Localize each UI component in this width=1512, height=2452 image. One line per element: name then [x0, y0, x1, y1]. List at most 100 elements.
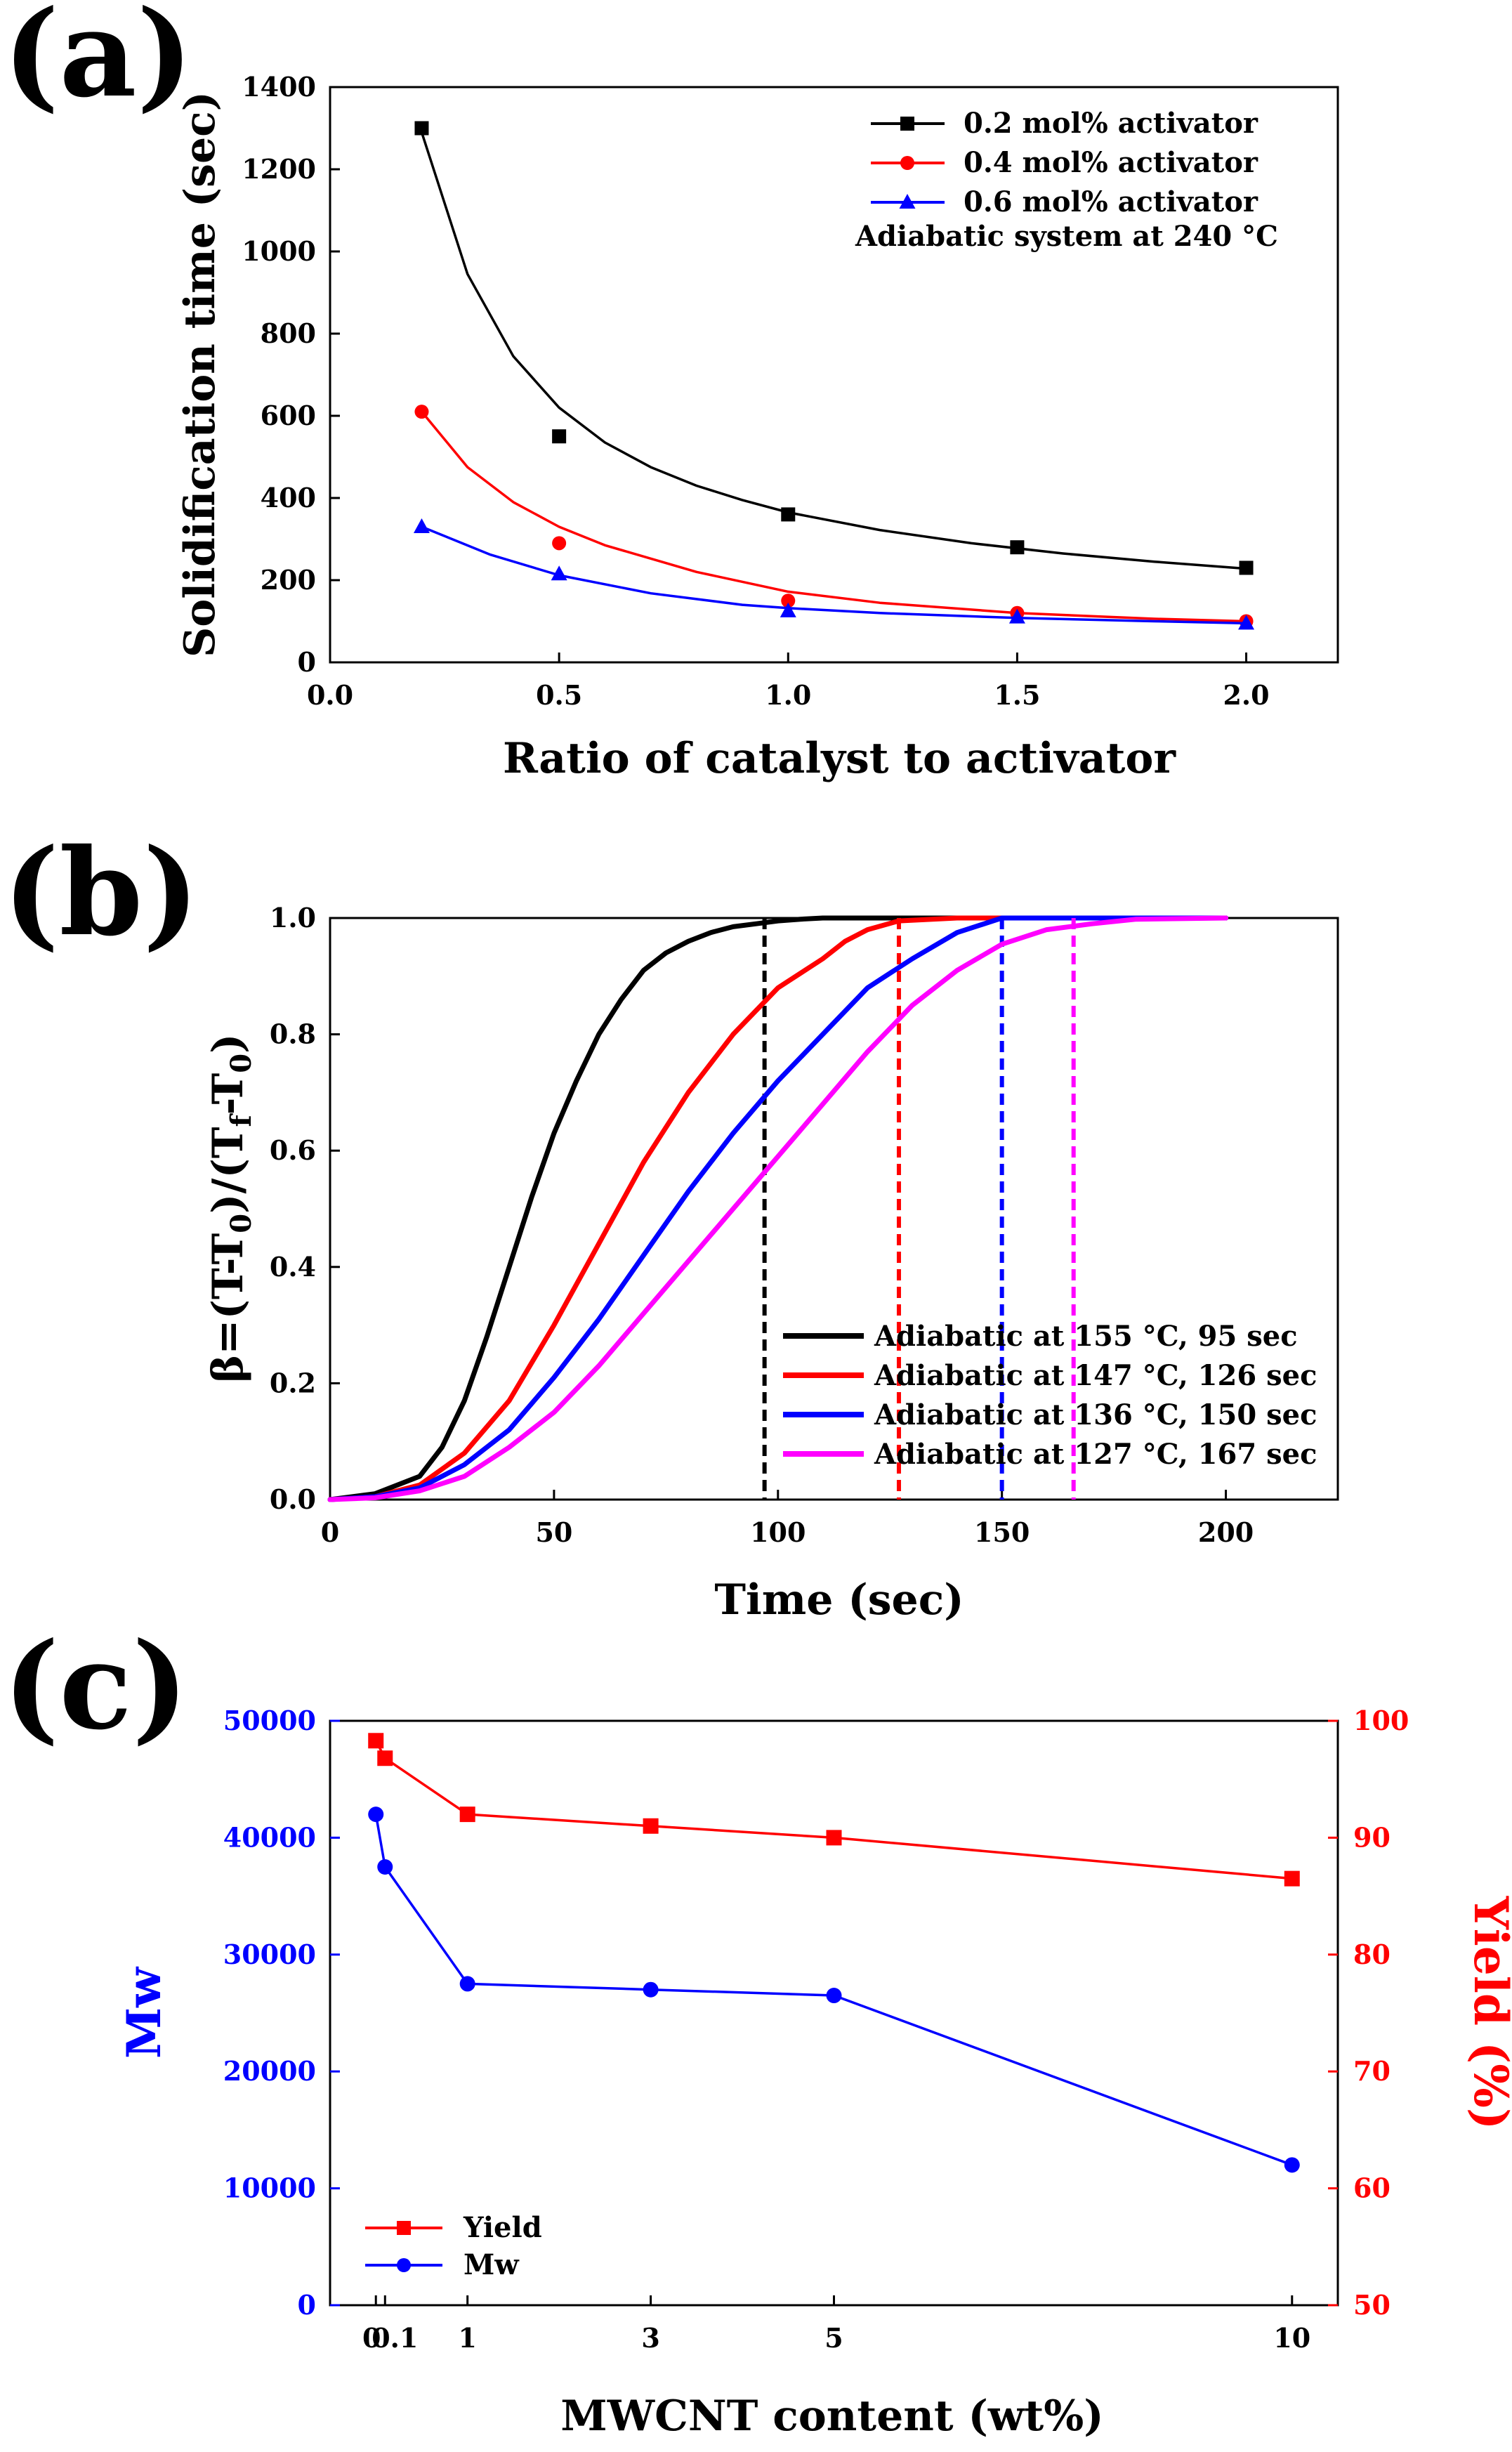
chart-a-ytick-label: 0	[298, 646, 316, 678]
chart-c-y2tick-label: 100	[1353, 1705, 1409, 1736]
chart-c-xtick-label: 5	[824, 2322, 843, 2354]
chart-c-series-mw-point	[459, 1976, 475, 1992]
chart-c-ytick-label: 30000	[223, 1939, 316, 1970]
chart-a-xtick-label: 1.0	[765, 679, 811, 711]
chart-a: 0.0 0.5 1.0 1.5 2.0 0 200 400 600 800 1000 1200 1400…	[176, 71, 1339, 783]
chart-c-legend: Yield Mw	[365, 2211, 542, 2281]
chart-c-series-yield-point	[826, 1830, 842, 1846]
chart-c-ticks: 0 0.1 1 3 5 100 10000 20000 30000 40000 50000 50 60 7…	[223, 1705, 1409, 2354]
chart-c-y2tick-label: 60	[1353, 2172, 1391, 2204]
chart-c-series-yield-point	[368, 1733, 384, 1749]
chart-a-series-2-point	[552, 536, 567, 551]
chart-c: 0 0.1 1 3 5 100 10000 20000 30000 40000 50000 50 60 7…	[117, 1705, 1512, 2441]
chart-a-series-3-point	[551, 565, 567, 581]
chart-b-xtick-label: 50	[535, 1516, 572, 1548]
chart-b-ytick-label: 0.0	[270, 1483, 316, 1515]
chart-b-ylabel-mid2: -T	[204, 1073, 253, 1115]
chart-b-ticks: 0 50 100 150 200 0.0 0.2 0.4 0.6 0.8 1.0	[270, 902, 1254, 1548]
chart-c-series-yield-line	[374, 1739, 1294, 1880]
chart-b: 0 50 100 150 200 0.0 0.2 0.4 0.6 0.8 1.0 Adiabatic…	[204, 902, 1339, 1625]
chart-a-ytick-label: 1000	[242, 235, 316, 267]
chart-b-series-4-line	[327, 915, 1229, 1502]
chart-a-ytick-label: 1400	[242, 71, 316, 103]
chart-c-xlabel: MWCNT content (wt%)	[560, 2392, 1103, 2441]
chart-c-marks	[368, 1733, 1300, 2173]
chart-c-series-mw-point	[826, 1988, 842, 2004]
chart-c-y2tick-label: 50	[1353, 2289, 1391, 2321]
chart-b-legend-label: Adiabatic at 155 °C, 95 sec	[874, 1320, 1298, 1353]
chart-c-ytick-label: 50000	[223, 1705, 316, 1736]
chart-a-series-1-point	[414, 121, 429, 136]
chart-c-series-yield-point	[643, 1818, 659, 1834]
chart-c-series-mw-point	[643, 1981, 659, 1998]
chart-c-series-mw-point	[368, 1807, 384, 1823]
chart-b-xtick-label: 0	[321, 1516, 339, 1548]
chart-a-legend-marker	[900, 156, 914, 170]
panel-label-c: (c)	[3, 1616, 188, 1757]
chart-a-series-2-point	[781, 594, 796, 608]
chart-c-xtick-label: 1	[458, 2322, 476, 2354]
chart-b-ylabel-tail: )	[204, 1033, 253, 1053]
chart-c-xtick-label: 3	[641, 2322, 659, 2354]
chart-a-ytick-label: 600	[261, 400, 316, 431]
chart-b-xtick-label: 200	[1198, 1516, 1254, 1548]
chart-a-legend-marker	[900, 117, 914, 131]
chart-a-legend: 0.2 mol% activator 0.4 mol% activator 0.6 …	[871, 107, 1258, 218]
chart-b-series-3-line	[327, 915, 1229, 1502]
chart-a-series-3-point	[1238, 615, 1255, 630]
chart-a-series-2-point	[414, 405, 429, 419]
chart-a-marks	[413, 121, 1255, 630]
chart-b-legend: Adiabatic at 155 °C, 95 sec Adiabatic at …	[783, 1320, 1317, 1471]
chart-c-legend-marker	[397, 2221, 411, 2235]
panel-label-a: (a)	[3, 0, 193, 124]
chart-a-series-2-fit	[420, 410, 1248, 623]
chart-c-y2tick-label: 90	[1353, 1821, 1391, 1853]
chart-b-xtick-label: 100	[750, 1516, 806, 1548]
chart-a-series-3-fit	[420, 525, 1248, 625]
chart-a-ytick-label: 800	[261, 317, 316, 349]
chart-a-series-3-point	[1008, 608, 1025, 624]
chart-c-legend-marker	[397, 2258, 411, 2272]
chart-a-xlabel: Ratio of catalyst to activator	[503, 734, 1176, 783]
chart-c-series-yield-point	[459, 1807, 475, 1823]
chart-b-legend-label: Adiabatic at 127 °C, 167 sec	[874, 1438, 1317, 1471]
chart-c-ylabel: Mw	[117, 1966, 171, 2059]
chart-c-ytick-label: 20000	[223, 2055, 316, 2087]
chart-b-xtick-label: 150	[974, 1516, 1030, 1548]
chart-c-y2tick-label: 80	[1353, 1939, 1391, 1970]
chart-b-ylabel-sub2: f	[225, 1113, 258, 1127]
chart-b-ytick-label: 0.6	[270, 1134, 316, 1166]
chart-a-series-1-point	[781, 507, 796, 522]
chart-c-series-mw-point	[377, 1859, 393, 1875]
chart-b-ytick-label: 1.0	[270, 902, 316, 933]
chart-b-series-1-line	[327, 915, 1229, 1502]
chart-a-series-1-point	[1239, 560, 1254, 575]
chart-c-ytick-label: 10000	[223, 2172, 316, 2204]
chart-a-annotation: Adiabatic system at 240 °C	[855, 220, 1278, 253]
chart-a-xtick-label: 2.0	[1223, 679, 1269, 711]
chart-b-ylabel-lead: β=(T-T	[204, 1233, 253, 1382]
chart-c-ytick-label: 40000	[223, 1821, 316, 1853]
chart-a-series-1-fit	[420, 131, 1248, 570]
chart-c-xtick-label: 0.1	[372, 2322, 418, 2354]
chart-c-y2tick-label: 70	[1353, 2055, 1391, 2087]
chart-b-ytick-label: 0.8	[270, 1018, 316, 1050]
chart-b-ytick-label: 0.2	[270, 1367, 316, 1398]
chart-c-legend-label: Mw	[464, 2248, 520, 2281]
chart-a-xtick-label: 0.0	[307, 679, 353, 711]
chart-c-y2label: Yield (%)	[1464, 1896, 1512, 2130]
chart-a-series-1-point	[552, 429, 567, 444]
chart-b-series-2-line	[327, 915, 1229, 1502]
chart-a-xtick-label: 1.5	[994, 679, 1040, 711]
chart-a-series-3-point	[413, 518, 430, 533]
chart-b-legend-label: Adiabatic at 147 °C, 126 sec	[874, 1359, 1317, 1392]
chart-a-ylabel: Solidification time (sec)	[176, 91, 225, 657]
chart-c-series-mw-line	[374, 1813, 1294, 2167]
chart-c-series-yield-point	[377, 1750, 393, 1766]
chart-a-ytick-label: 400	[261, 482, 316, 513]
chart-b-marks	[327, 915, 1229, 1502]
chart-c-ytick-label: 0	[298, 2289, 316, 2321]
chart-a-series-3-point	[780, 602, 796, 617]
chart-a-ytick-label: 200	[261, 564, 316, 596]
